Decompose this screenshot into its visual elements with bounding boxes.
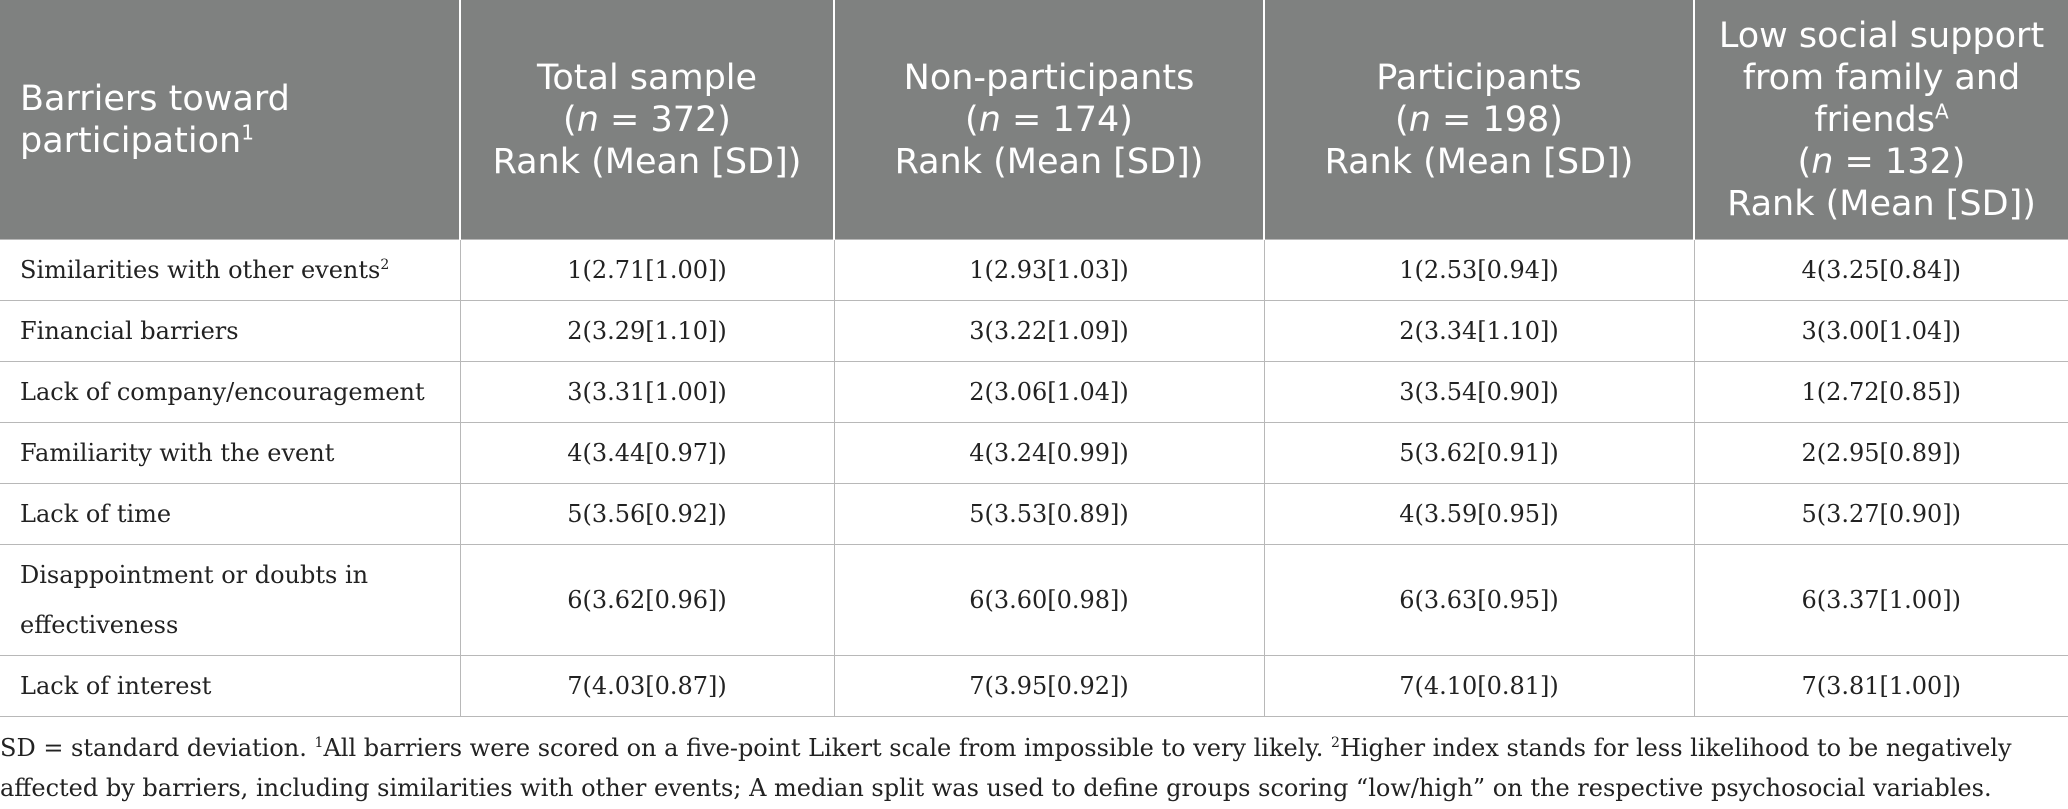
barriers-table: Barriers toward participation1 Total sam…	[0, 0, 2068, 717]
header-participants: Participants (n = 198) Rank (Mean [SD])	[1263, 0, 1694, 240]
nonpart-cell: 7(3.95[0.92])	[833, 655, 1264, 717]
header-total-n: (n = 372)	[563, 99, 731, 140]
header-row: Barriers toward participation1 Total sam…	[0, 0, 2068, 240]
part-cell: 7(4.10[0.81])	[1263, 655, 1694, 717]
header-barriers-sup: 1	[241, 119, 254, 144]
part-cell: 6(3.63[0.95])	[1263, 544, 1694, 656]
header-nonpart-n: (n = 174)	[965, 99, 1133, 140]
table-row: Financial barriers 2(3.29[1.10]) 3(3.22[…	[0, 300, 2068, 362]
barrier-cell: Lack of interest	[0, 655, 460, 717]
header-part-title: Participants	[1376, 57, 1582, 98]
nonpart-cell: 3(3.22[1.09])	[833, 300, 1264, 362]
lowsupport-cell: 5(3.27[0.90])	[1693, 483, 2068, 545]
header-part-rank: Rank (Mean [SD])	[1324, 141, 1634, 182]
header-low-n: (n = 132)	[1797, 141, 1966, 182]
table-header: Barriers toward participation1 Total sam…	[0, 0, 2068, 240]
total-cell: 1(2.71[1.00])	[459, 239, 834, 301]
nonpart-cell: 1(2.93[1.03])	[833, 239, 1264, 301]
lowsupport-cell: 2(2.95[0.89])	[1693, 422, 2068, 484]
table-row: Familiarity with the event 4(3.44[0.97])…	[0, 422, 2068, 484]
barrier-cell: Financial barriers	[0, 300, 460, 362]
header-barriers-title: Barriers toward participation	[20, 78, 290, 161]
header-nonpart-title: Non-participants	[903, 57, 1195, 98]
part-cell: 4(3.59[0.95])	[1263, 483, 1694, 545]
total-cell: 5(3.56[0.92])	[459, 483, 834, 545]
header-total-sample: Total sample (n = 372) Rank (Mean [SD])	[459, 0, 834, 240]
total-cell: 4(3.44[0.97])	[459, 422, 834, 484]
part-cell: 2(3.34[1.10])	[1263, 300, 1694, 362]
lowsupport-cell: 4(3.25[0.84])	[1693, 239, 2068, 301]
lowsupport-cell: 6(3.37[1.00])	[1693, 544, 2068, 656]
lowsupport-cell: 7(3.81[1.00])	[1693, 655, 2068, 717]
lowsupport-cell: 3(3.00[1.04])	[1693, 300, 2068, 362]
barrier-cell: Lack of time	[0, 483, 460, 545]
barrier-cell: Disappointment or doubts in effectiveness	[0, 544, 460, 656]
table-row: Similarities with other events2 1(2.71[1…	[0, 239, 2068, 301]
part-cell: 1(2.53[0.94])	[1263, 239, 1694, 301]
header-total-title: Total sample	[536, 57, 758, 98]
header-low-title-a: Low social support	[1718, 15, 2045, 56]
table-footnote: SD = standard deviation. 1All barriers w…	[0, 734, 2012, 802]
nonpart-cell: 6(3.60[0.98])	[833, 544, 1264, 656]
total-cell: 6(3.62[0.96])	[459, 544, 834, 656]
table-body: Similarities with other events2 1(2.71[1…	[0, 239, 2068, 717]
header-barriers: Barriers toward participation1	[0, 0, 460, 240]
part-cell: 3(3.54[0.90])	[1263, 361, 1694, 423]
table-row: Lack of company/encouragement 3(3.31[1.0…	[0, 361, 2068, 423]
header-total-rank: Rank (Mean [SD])	[492, 141, 802, 182]
nonpart-cell: 4(3.24[0.99])	[833, 422, 1264, 484]
nonpart-cell: 5(3.53[0.89])	[833, 483, 1264, 545]
header-low-rank: Rank (Mean [SD])	[1727, 183, 2036, 224]
header-part-n: (n = 198)	[1395, 99, 1563, 140]
barrier-cell: Familiarity with the event	[0, 422, 460, 484]
barrier-cell: Similarities with other events2	[0, 239, 460, 301]
table-row: Lack of interest 7(4.03[0.87]) 7(3.95[0.…	[0, 655, 2068, 717]
lowsupport-cell: 1(2.72[0.85])	[1693, 361, 2068, 423]
nonpart-cell: 2(3.06[1.04])	[833, 361, 1264, 423]
header-low-title-c: friendsA	[1814, 98, 1949, 140]
header-nonpart-rank: Rank (Mean [SD])	[894, 141, 1204, 182]
barrier-cell: Lack of company/encouragement	[0, 361, 460, 423]
header-non-participants: Non-participants (n = 174) Rank (Mean [S…	[833, 0, 1264, 240]
total-cell: 7(4.03[0.87])	[459, 655, 834, 717]
part-cell: 5(3.62[0.91])	[1263, 422, 1694, 484]
table-row: Lack of time 5(3.56[0.92]) 5(3.53[0.89])…	[0, 483, 2068, 545]
header-low-title-b: from family and	[1742, 57, 2021, 98]
table-row: Disappointment or doubts in effectiveness…	[0, 544, 2068, 656]
total-cell: 2(3.29[1.10])	[459, 300, 834, 362]
total-cell: 3(3.31[1.00])	[459, 361, 834, 423]
header-low-social-support: Low social support from family and frien…	[1693, 0, 2068, 240]
